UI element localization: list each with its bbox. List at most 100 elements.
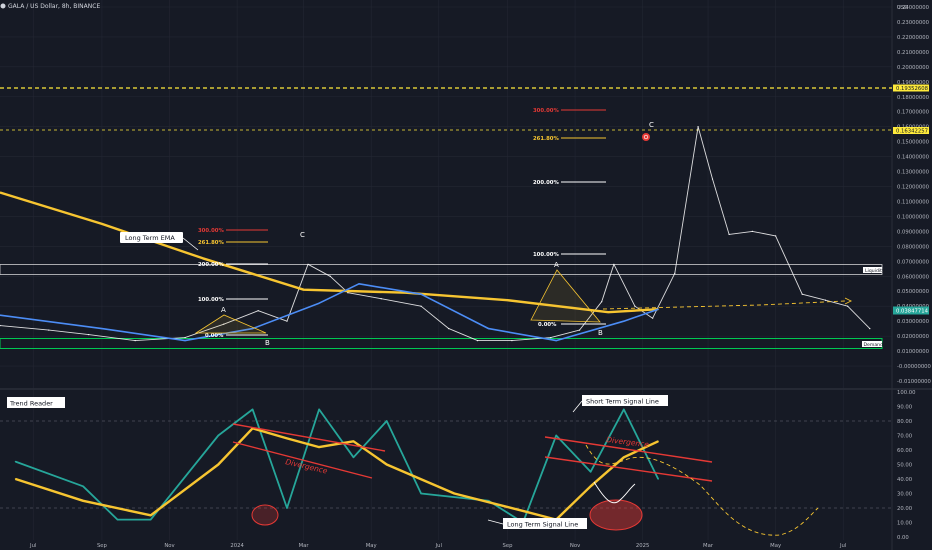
price-tick-label: 0.21000000: [897, 50, 930, 56]
osc-point: [286, 507, 288, 509]
price-tick-label: 0.12000000: [897, 185, 930, 191]
level-tag-2-label: 0.16342257: [896, 128, 928, 134]
symbol-logo-icon: [0, 3, 6, 9]
osc-tick-label: 100.00: [897, 390, 916, 396]
osc-point: [82, 500, 84, 502]
price-series-1: [0, 191, 659, 314]
osc-point: [589, 471, 592, 473]
osc-point: [149, 514, 152, 516]
time-tick-label: Sep: [502, 543, 513, 549]
time-tick-label: May: [366, 543, 377, 549]
time-tick-label: Mar: [703, 543, 714, 549]
osc-tick-label: 20.00: [897, 506, 913, 512]
projected-oscillator-path: [593, 481, 636, 504]
price-point: [0, 191, 1, 194]
price-point: [751, 230, 753, 232]
price-point: [0, 314, 1, 316]
time-axis[interactable]: Jul Sep Nov 2024 Mar May Jul Sep Nov 2025 Mar May Ju…: [29, 543, 846, 549]
oscillator-title: Trend Reader: [9, 400, 53, 408]
level-tag-2[interactable]: [893, 127, 929, 134]
divergence-line-1a: [232, 423, 386, 452]
price-point: [674, 272, 676, 274]
price-point: [578, 329, 581, 331]
fib2-300-label: 300.00%: [533, 108, 559, 114]
osc-point: [623, 456, 625, 458]
time-tick-label: Jul: [29, 543, 36, 549]
price-tick-label: 0.17000000: [897, 110, 930, 116]
osc-point: [386, 420, 388, 422]
osc-point: [217, 434, 219, 437]
price-point: [101, 328, 103, 330]
fib1-2618-label: 261.80%: [198, 240, 224, 246]
ema-callout-pointer: [182, 237, 199, 251]
ema-callout-text: Long Term EMA: [125, 234, 175, 242]
fib2-2618-label: 261.80%: [533, 136, 559, 142]
price-point: [775, 235, 777, 237]
fib1-300-label: 300.00%: [198, 228, 224, 234]
price-tick-label: 0.09000000: [897, 229, 930, 235]
fib-group-1: 300.00% 261.80% 200.00% 100.00% 0.00%: [198, 228, 268, 339]
level-tag-1[interactable]: [893, 84, 929, 92]
long-callout-box: [503, 518, 587, 529]
osc-point: [149, 518, 152, 521]
time-tick-label: Jul: [435, 543, 442, 549]
price-tick-label: 0.14000000: [897, 155, 930, 161]
wave-label-a1: A: [221, 306, 226, 314]
current-price-label: 0.03847714: [896, 308, 929, 314]
divergence-line-2a: [544, 436, 713, 463]
price-tick-label: 0.10000000: [897, 214, 930, 220]
price-point: [476, 340, 479, 342]
oscillator-title-box: [7, 397, 65, 408]
osc-tick-label: 80.00: [897, 419, 913, 425]
wave-label-c1: C: [300, 231, 305, 239]
price-point: [286, 320, 288, 322]
price-point: [184, 340, 186, 342]
price-tick-label: 0.19000000: [897, 80, 930, 86]
price-tick-label: -0.01000000: [897, 379, 932, 385]
projection-arrow-icon: [844, 297, 853, 305]
osc-tick-label: 70.00: [897, 434, 913, 440]
time-tick-label: 2025: [636, 543, 649, 549]
price-point: [329, 275, 331, 277]
price-point: [728, 233, 730, 235]
price-tick-label: 0.07000000: [897, 259, 930, 265]
price-projection-path: [602, 300, 846, 310]
price-tick-label: 0.06000000: [897, 274, 930, 280]
price-point: [550, 337, 552, 339]
price-point: [506, 299, 509, 301]
osc-point: [14, 460, 17, 463]
oversold-ellipse-2: [589, 499, 643, 531]
price-point: [634, 305, 636, 307]
price-point: [420, 293, 422, 295]
price-point: [869, 328, 871, 330]
price-tick-label: 0.20000000: [897, 65, 930, 71]
wave-label-c2: C: [649, 121, 654, 129]
long-callout-pointer: [487, 519, 504, 525]
osc-point: [251, 408, 254, 411]
current-price-tag[interactable]: [893, 306, 929, 315]
price-axis[interactable]: 0.24000000 0.23000000 0.22000000 0.21000000…: [897, 5, 932, 385]
price-point: [184, 337, 186, 339]
demand-label: Demand: [864, 342, 884, 348]
top-marker-icon: [642, 133, 650, 141]
price-tick-label: 0.23000000: [897, 20, 930, 26]
projected-signal-path: [585, 444, 819, 536]
price-point: [358, 283, 360, 285]
price-tick-label: 0.22000000: [897, 35, 930, 41]
price-point: [601, 301, 603, 303]
oscillator-axis[interactable]: 100.00 90.00 80.00 70.00 60.00 50.00 40.00 30.0…: [897, 390, 916, 541]
price-point: [801, 293, 803, 295]
price-tick-label: 0.15000000: [897, 140, 930, 146]
osc-point: [555, 434, 557, 437]
long-callout-text: Long Term Signal Line: [507, 521, 578, 529]
price-point: [697, 126, 699, 128]
osc-point: [318, 408, 320, 411]
osc-point: [453, 492, 455, 495]
price-tick-label: 0.02000000: [897, 334, 930, 340]
price-point: [88, 334, 90, 336]
osc-tick-label: 10.00: [897, 521, 913, 527]
liquidity-zone: Liquidity: [0, 264, 885, 275]
price-point: [657, 308, 659, 310]
